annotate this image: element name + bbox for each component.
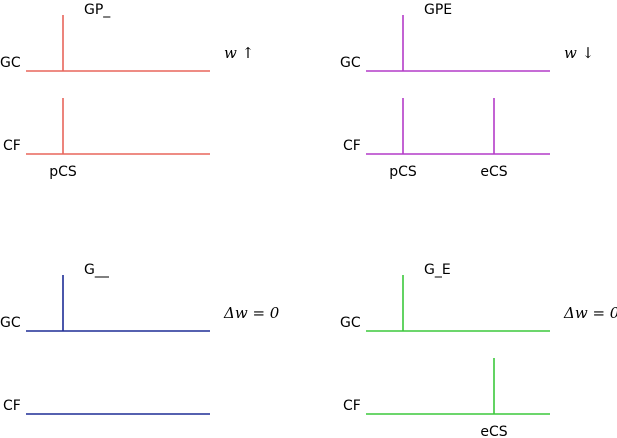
panel-title: GP_ bbox=[84, 2, 111, 18]
tick-label-pcs: pCS bbox=[49, 164, 77, 180]
weight-change-annotation: w ↑ bbox=[224, 44, 254, 62]
panel-title: GPE bbox=[424, 2, 452, 18]
panel-gpe: GPE GC CF pCS eCS w ↓ bbox=[340, 2, 594, 180]
tick-label-ecs: eCS bbox=[480, 424, 507, 438]
tick-label-ecs: eCS bbox=[480, 164, 507, 180]
gc-label: GC bbox=[340, 315, 361, 331]
panel-gp: GP_ GC CF pCS w ↑ bbox=[0, 2, 254, 180]
cf-label: CF bbox=[3, 138, 21, 154]
cf-label: CF bbox=[343, 138, 361, 154]
tick-label-pcs: pCS bbox=[389, 164, 417, 180]
cf-label: CF bbox=[343, 398, 361, 414]
gc-label: GC bbox=[0, 55, 21, 71]
weight-change-annotation: Δw = 0 bbox=[563, 304, 617, 322]
cf-label: CF bbox=[3, 398, 21, 414]
panel-title: G__ bbox=[84, 262, 110, 278]
panel-title: G_E bbox=[424, 262, 451, 278]
panel-g: G__ GC CF Δw = 0 bbox=[0, 262, 280, 415]
panel-ge: G_E GC CF eCS Δw = 0 bbox=[340, 262, 617, 438]
weight-change-annotation: Δw = 0 bbox=[223, 304, 280, 322]
weight-change-annotation: w ↓ bbox=[564, 44, 594, 62]
gc-label: GC bbox=[340, 55, 361, 71]
gc-label: GC bbox=[0, 315, 21, 331]
